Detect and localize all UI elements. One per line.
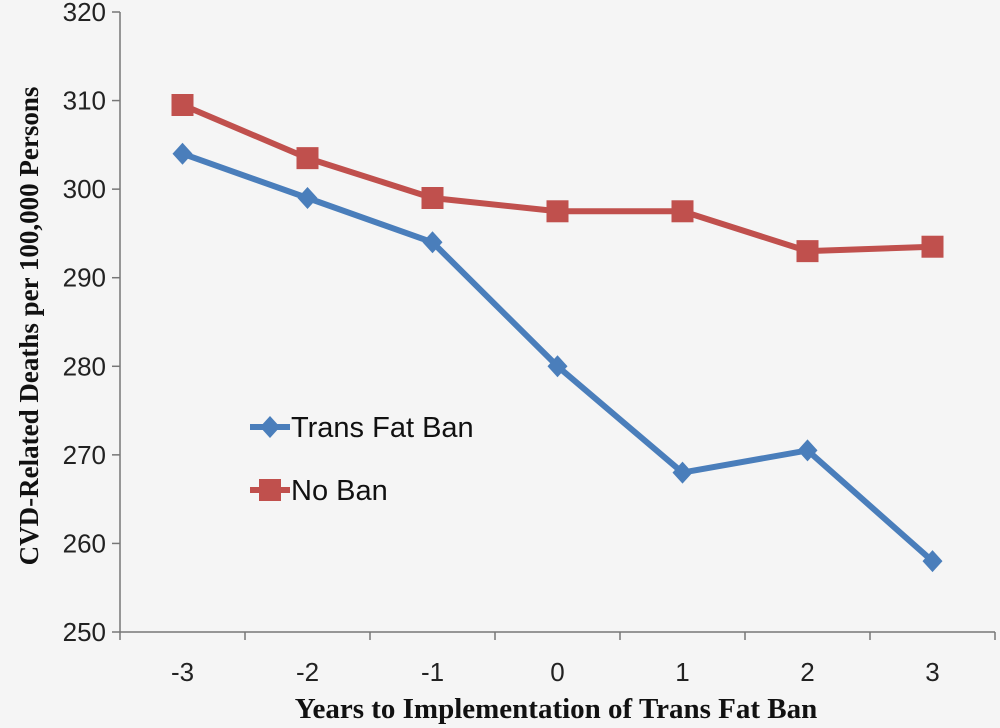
legend: Trans Fat Ban No Ban — [250, 412, 474, 507]
square-marker — [421, 187, 444, 209]
y-tick-label: 300 — [63, 174, 106, 204]
diamond-marker — [172, 142, 193, 165]
y-tick-label: 320 — [63, 0, 106, 27]
series-no-ban — [171, 94, 944, 263]
x-tick-label: 0 — [550, 657, 564, 687]
square-marker — [796, 240, 819, 263]
legend-item: No Ban — [250, 475, 388, 507]
x-tick-label: 2 — [800, 657, 814, 687]
x-tick-label: 1 — [675, 657, 689, 687]
square-marker — [671, 200, 694, 223]
x-tick-label: -1 — [421, 657, 444, 687]
square-marker — [296, 147, 319, 170]
legend-square-icon — [259, 479, 281, 501]
axes: 250 260 270 280 290 300 310 320 -3 -2 -1 0 1 2 3 — [63, 0, 996, 687]
x-tick-label: -3 — [171, 657, 194, 687]
y-axis-title: CVD-Related Deaths per 100,000 Persons — [14, 87, 44, 566]
y-tick-label: 310 — [63, 86, 106, 116]
diamond-marker — [672, 461, 693, 484]
x-axis-title: Years to Implementation of Trans Fat Ban — [295, 693, 818, 725]
legend-item: Trans Fat Ban — [250, 412, 474, 444]
legend-label: Trans Fat Ban — [291, 412, 474, 444]
legend-diamond-icon — [260, 416, 280, 438]
series-line — [181, 102, 933, 255]
x-tick-label: 3 — [925, 657, 939, 687]
y-tick-label: 290 — [63, 263, 106, 293]
y-tick-label: 250 — [63, 617, 106, 647]
diamond-marker — [547, 355, 568, 378]
square-marker — [921, 235, 944, 258]
y-tick-label: 280 — [63, 351, 106, 381]
x-tick-label: -2 — [296, 657, 319, 687]
diamond-marker — [797, 439, 818, 462]
square-marker — [171, 94, 194, 116]
square-marker — [546, 200, 569, 223]
series-layer — [171, 94, 944, 573]
series-trans-fat-ban — [172, 142, 943, 573]
diamond-marker — [422, 231, 443, 254]
legend-label: No Ban — [291, 475, 388, 507]
y-tick-label: 270 — [63, 440, 106, 470]
diamond-marker — [922, 550, 943, 573]
diamond-marker — [297, 187, 318, 209]
y-tick-label: 260 — [63, 528, 106, 558]
